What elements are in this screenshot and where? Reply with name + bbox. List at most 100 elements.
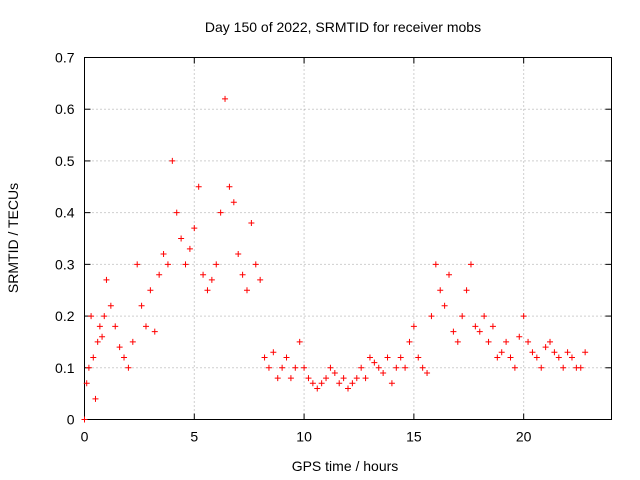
data-point [90, 354, 97, 361]
data-point [525, 338, 532, 345]
data-point [235, 251, 242, 258]
data-point [336, 380, 343, 387]
data-point [560, 364, 567, 371]
data-point [402, 364, 409, 371]
data-point [217, 209, 224, 216]
data-point [252, 261, 259, 268]
data-point [309, 380, 316, 387]
y-tick-label: 0.5 [55, 153, 75, 169]
data-point [498, 349, 505, 356]
y-tick-label: 0 [67, 412, 75, 428]
data-point [226, 183, 233, 190]
x-tick-label: 5 [190, 429, 198, 445]
data-point [125, 364, 132, 371]
data-point [340, 375, 347, 382]
data-point [380, 369, 387, 376]
data-point [432, 261, 439, 268]
data-point [476, 328, 483, 335]
data-point [406, 338, 413, 345]
data-point [520, 313, 527, 320]
data-point [393, 364, 400, 371]
data-point [248, 219, 255, 226]
data-point [538, 364, 545, 371]
x-tick-label: 15 [406, 429, 422, 445]
y-tick-label: 0.3 [55, 256, 75, 272]
data-point [191, 225, 198, 232]
data-point [516, 333, 523, 340]
data-point [375, 364, 382, 371]
data-point [257, 276, 264, 283]
data-point [178, 235, 185, 242]
data-point [459, 313, 466, 320]
data-point [208, 276, 215, 283]
plot-frame [84, 57, 612, 420]
data-point [305, 375, 312, 382]
data-point [103, 276, 110, 283]
grid [84, 57, 612, 420]
data-point [92, 395, 99, 402]
data-point [428, 313, 435, 320]
x-tick-label: 10 [296, 429, 312, 445]
data-point [195, 183, 202, 190]
data-point [353, 375, 360, 382]
y-tick-label: 0.7 [55, 50, 75, 66]
x-axis-label: GPS time / hours [292, 458, 399, 474]
data-point [169, 157, 176, 164]
data-point [243, 287, 250, 294]
data-point [323, 375, 330, 382]
data-point [318, 380, 325, 387]
data-point [410, 323, 417, 330]
data-point [564, 349, 571, 356]
data-point [441, 302, 448, 309]
data-point [463, 287, 470, 294]
data-point [362, 375, 369, 382]
data-point [83, 380, 90, 387]
data-point [424, 369, 431, 376]
data-point [511, 364, 518, 371]
data-point [147, 287, 154, 294]
x-tick-label: 20 [516, 429, 532, 445]
data-point [107, 302, 114, 309]
data-point [384, 354, 391, 361]
data-point [301, 364, 308, 371]
data-point [446, 271, 453, 278]
data-point [142, 323, 149, 330]
data-point [274, 375, 281, 382]
data-point [533, 354, 540, 361]
data-point [88, 313, 95, 320]
data-point [366, 354, 373, 361]
data-point [230, 199, 237, 206]
data-point [116, 344, 123, 351]
data-point [507, 354, 514, 361]
data-point [99, 333, 106, 340]
data-point [173, 209, 180, 216]
data-point [287, 375, 294, 382]
data-point [437, 287, 444, 294]
y-axis-label: SRMTID / TECUs [5, 183, 21, 293]
data-point [494, 354, 501, 361]
data-point [551, 349, 558, 356]
data-point [134, 261, 141, 268]
data-point [101, 313, 108, 320]
data-point [138, 302, 145, 309]
data-point [296, 338, 303, 345]
data-point [213, 261, 220, 268]
data-point [467, 261, 474, 268]
data-point [96, 323, 103, 330]
data-point [568, 354, 575, 361]
data-point [349, 380, 356, 387]
data-point [397, 354, 404, 361]
data-point [547, 338, 554, 345]
data-point [542, 344, 549, 351]
data-point [160, 251, 167, 258]
data-point [327, 364, 334, 371]
data-point [261, 354, 268, 361]
data-point [112, 323, 119, 330]
axis-ticks [84, 57, 612, 420]
data-point [94, 338, 101, 345]
data-point [358, 364, 365, 371]
y-tick-label: 0.2 [55, 308, 75, 324]
y-tick-label: 0.6 [55, 101, 75, 117]
data-point [200, 271, 207, 278]
